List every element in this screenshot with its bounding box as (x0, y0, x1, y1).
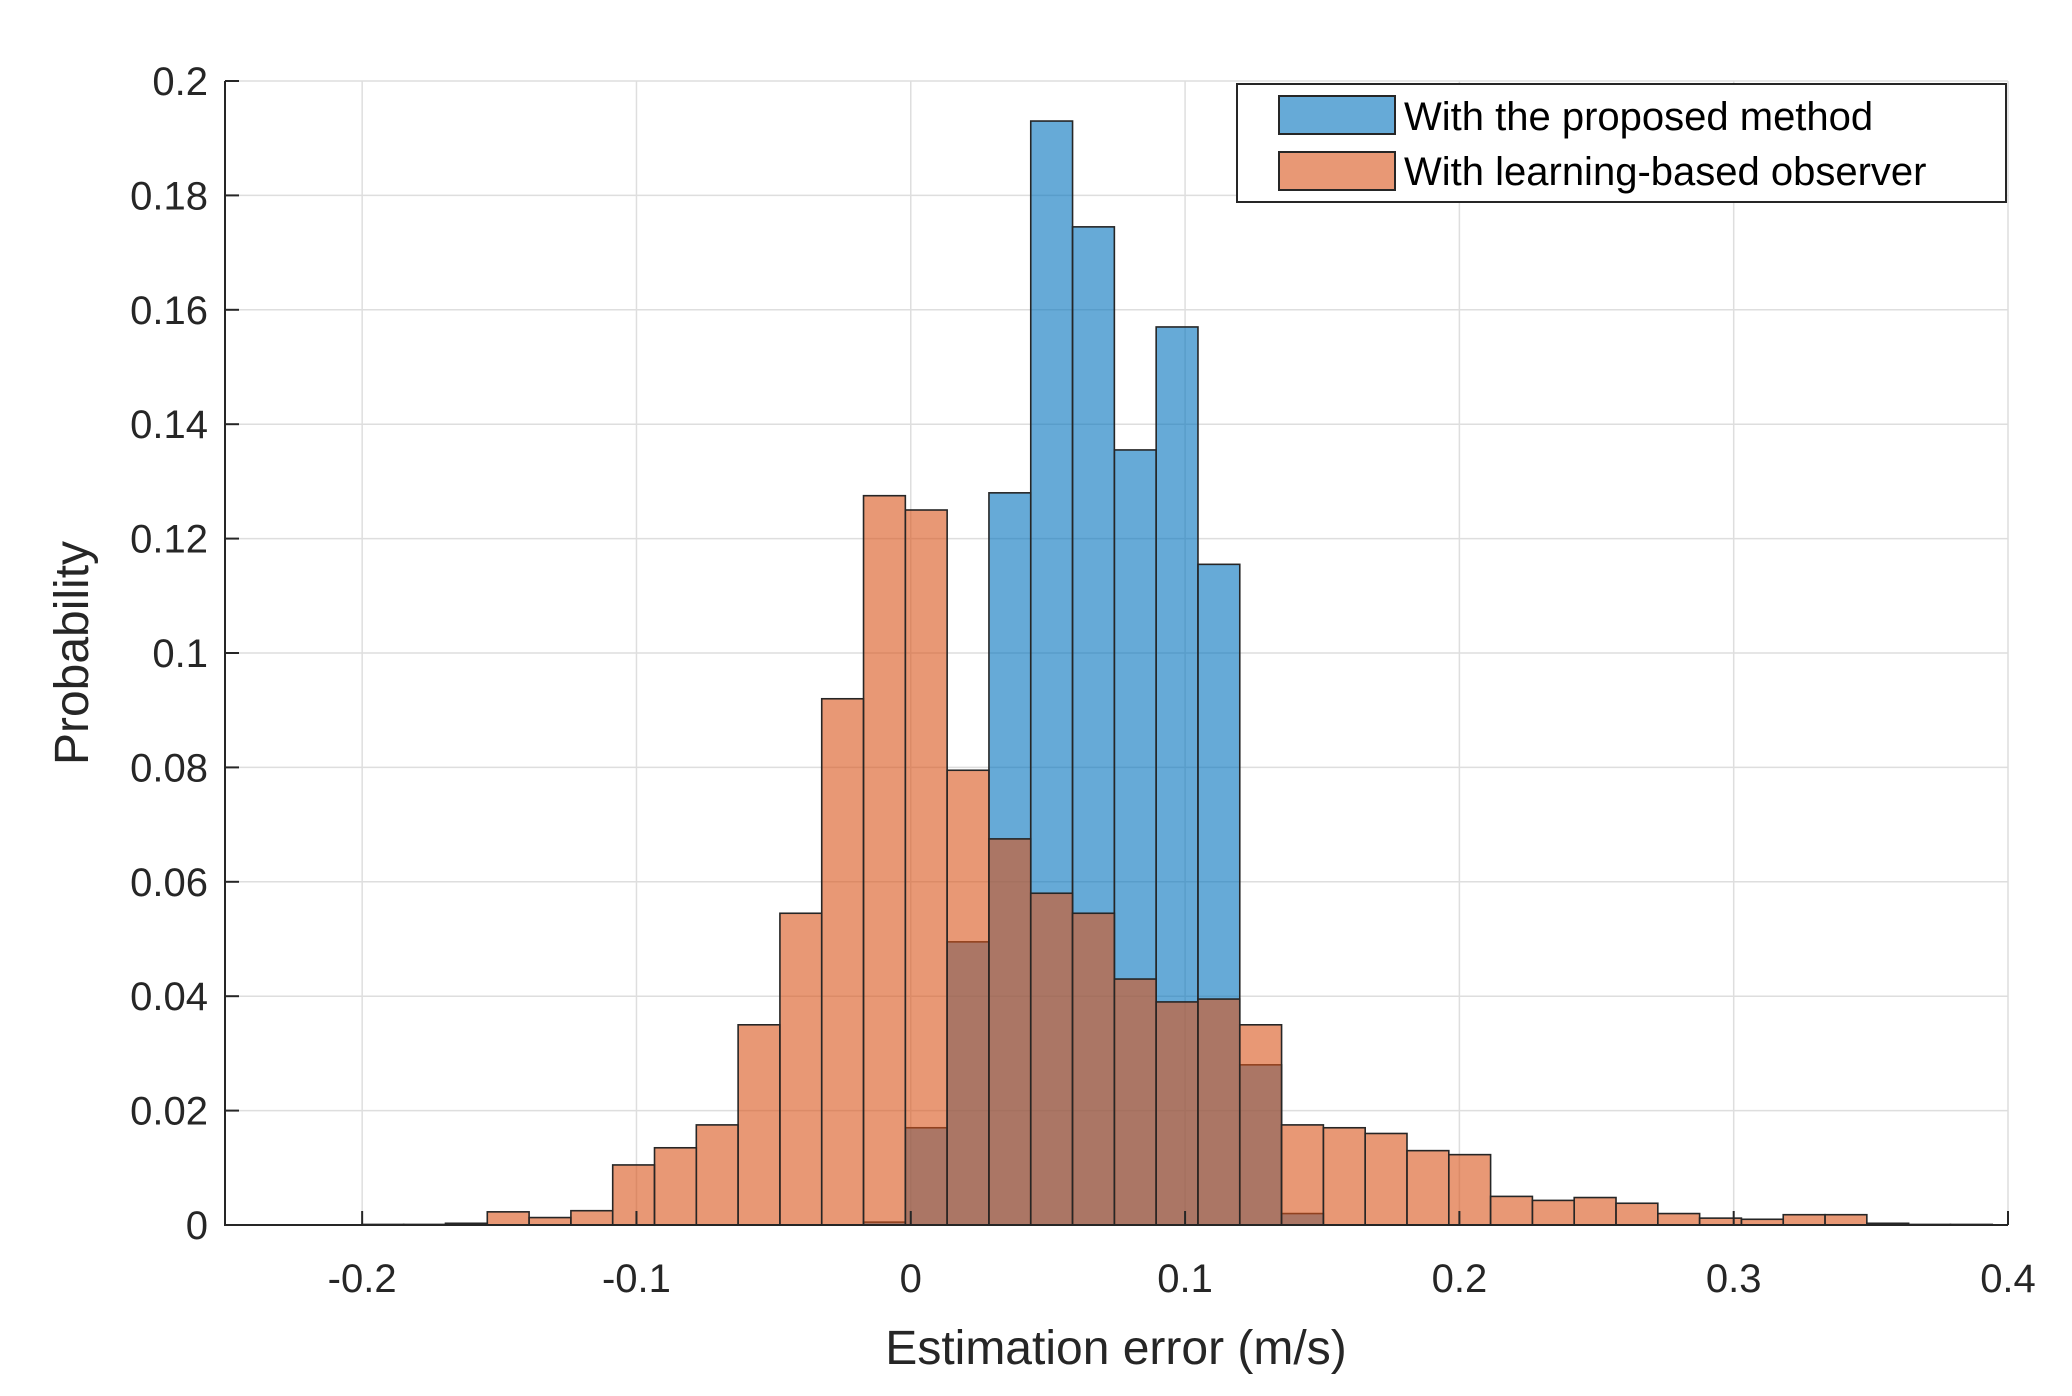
legend: With the proposed method With learning-b… (1236, 83, 2007, 203)
x-tick-label: 0 (900, 1257, 922, 1301)
y-tick-label: 0 (186, 1204, 208, 1248)
bar-observer-10 (779, 912, 823, 1226)
y-tick-label: 0.2 (152, 60, 208, 104)
x-tick-labels: -0.2 -0.1 0 0.1 0.2 0.3 0.4 (328, 1257, 2036, 1301)
legend-swatch-proposed (1278, 95, 1396, 135)
bar-observer-21 (1238, 1024, 1283, 1226)
axes (224, 80, 2009, 1226)
bar-observer-32 (1698, 1217, 1743, 1226)
bar-observer-6 (611, 1164, 656, 1226)
bar-observer-29 (1573, 1196, 1617, 1226)
bar-observer-16 (1029, 892, 1074, 1226)
y-tick-label: 0.08 (130, 746, 208, 790)
x-tick-label: -0.1 (602, 1257, 671, 1301)
bar-observer-17 (1071, 912, 1116, 1226)
bar-observer-12 (862, 494, 907, 1226)
bar-observer-28 (1531, 1199, 1576, 1226)
bar-observer-30 (1615, 1202, 1659, 1226)
bar-observer-13 (904, 509, 948, 1226)
bar-observer-8 (695, 1124, 739, 1226)
y-tick-label: 0.04 (130, 975, 208, 1019)
bar-observer-18 (1113, 978, 1157, 1226)
bar-observer-5 (570, 1209, 614, 1226)
bar-observer-35 (1824, 1213, 1868, 1226)
bar-observer-26 (1447, 1153, 1492, 1226)
bar-observer-9 (737, 1024, 781, 1226)
bar-observer-7 (653, 1146, 698, 1226)
bar-observer-15 (988, 838, 1032, 1226)
bar-observer-20 (1197, 998, 1241, 1226)
x-tick-label: 0.2 (1432, 1257, 1488, 1301)
y-axis-title: Probability (46, 541, 99, 765)
x-tick-label: 0.3 (1706, 1257, 1762, 1301)
y-tick-label: 0.14 (130, 403, 208, 447)
bar-observer-3 (486, 1211, 530, 1226)
y-tick-label: 0.06 (130, 861, 208, 905)
bar-observer-34 (1782, 1213, 1826, 1226)
x-tick-label: 0.1 (1157, 1257, 1213, 1301)
y-tick-label: 0.18 (130, 174, 208, 218)
legend-label-observer: With learning-based observer (1404, 150, 1926, 194)
bar-observer-25 (1406, 1149, 1450, 1226)
bar-observer-14 (946, 769, 990, 1226)
legend-label-proposed: With the proposed method (1404, 95, 1873, 139)
x-tick-label: 0.4 (1980, 1257, 2036, 1301)
y-tick-label: 0.02 (130, 1090, 208, 1134)
bar-observer-24 (1364, 1132, 1408, 1226)
bar-observer-11 (820, 697, 865, 1226)
bar-observer-31 (1657, 1212, 1701, 1226)
x-tick-label: -0.2 (328, 1257, 397, 1301)
x-axis-title: Estimation error (m/s) (885, 1322, 1346, 1375)
y-tick-labels: 0 0.02 0.04 0.06 0.08 0.1 0.12 0.14 0.16 0.18 0.2 (130, 60, 208, 1248)
y-tick-label: 0.12 (130, 518, 208, 562)
legend-swatch-observer (1278, 151, 1396, 191)
y-tick-label: 0.1 (152, 632, 208, 676)
bar-observer-27 (1489, 1195, 1534, 1226)
bar-observer-4 (528, 1216, 572, 1226)
y-tick-label: 0.16 (130, 289, 208, 333)
bar-observer-19 (1155, 1001, 1199, 1226)
bar-observer-23 (1322, 1126, 1366, 1226)
bar-observer-22 (1280, 1124, 1325, 1226)
